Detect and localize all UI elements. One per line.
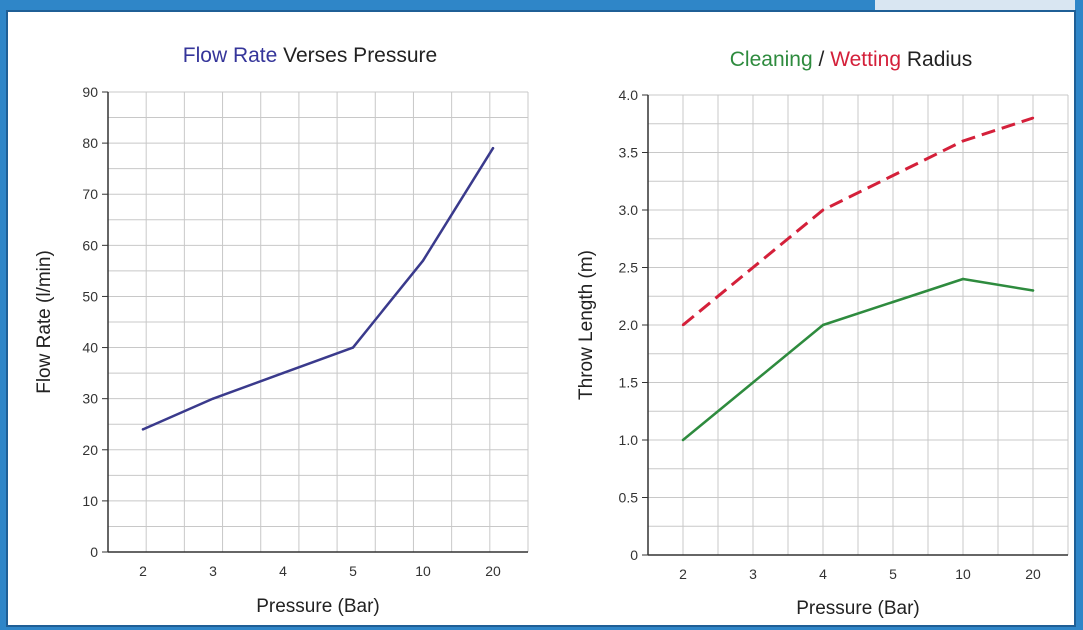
chart-title-part: / [813,48,831,71]
x-tick-label: 3 [749,566,757,582]
x-tick-label: 2 [139,563,147,579]
data-point [961,277,965,281]
y-tick-label: 0 [90,544,98,560]
data-point [351,346,355,349]
data-point [1031,116,1035,120]
y-tick-label: 10 [82,493,98,509]
data-point [491,147,495,150]
x-axis-title: Pressure (Bar) [256,596,380,617]
corner-tab [875,0,1075,10]
data-point [891,300,895,304]
x-tick-label: 4 [819,566,827,582]
y-tick-label: 0.5 [619,490,639,506]
x-tick-label: 3 [209,563,217,579]
x-tick-label: 5 [889,566,897,582]
y-tick-label: 30 [82,391,98,407]
data-point [681,323,685,327]
series-line-wetting [682,116,1034,327]
data-point [141,428,145,431]
y-tick-label: 60 [82,237,98,253]
y-tick-label: 20 [82,442,98,458]
y-tick-label: 50 [82,288,98,304]
y-tick-label: 70 [82,186,98,202]
x-tick-label: 20 [485,563,501,579]
data-point [821,323,825,327]
chart-title-part: Verses Pressure [277,44,437,67]
y-tick-label: 1.5 [619,375,639,391]
data-point [821,208,825,212]
x-tick-label: 2 [679,566,687,582]
chart-0: 0 10 20 30 40 50 60 70 80 90 2 3 4 5 10 20 Pressure (Bar… [34,44,529,617]
y-tick-label: 0 [630,547,638,563]
y-tick-label: 3.5 [619,145,639,161]
data-point [681,438,685,442]
data-point [961,139,965,143]
chart-title-part: Flow Rate [183,44,278,67]
data-point [281,371,285,375]
data-point [211,397,215,400]
x-tick-label: 10 [415,563,431,579]
y-tick-label: 4.0 [619,87,639,103]
chart-title-part: Cleaning [730,48,813,71]
x-tick-label: 4 [279,563,287,579]
data-point [421,259,425,262]
y-tick-label: 2.5 [619,260,639,276]
y-tick-label: 2.0 [619,317,639,333]
y-axis-title: Flow Rate (l/min) [34,250,55,394]
x-tick-label: 20 [1025,566,1041,582]
y-tick-label: 1.0 [619,432,639,448]
chart-title: Flow Rate Verses Pressure [183,44,437,67]
data-point [751,381,755,384]
data-point [891,174,895,177]
y-axis-title: Throw Length (m) [576,250,597,400]
series-line-cleaning [681,277,1035,442]
data-point [751,266,755,269]
y-tick-label: 40 [82,340,98,356]
x-tick-label: 5 [349,563,357,579]
chart-title-part: Wetting [830,48,901,71]
y-tick-label: 80 [82,135,98,151]
chart-1: 0 0.5 1.0 1.5 2.0 2.5 3.0 3.5 4.0 2 3 4 5 10 20 Pressur… [576,48,1069,619]
x-tick-label: 10 [955,566,971,582]
y-tick-label: 3.0 [619,202,639,218]
data-point [1031,289,1035,292]
chart-title-part: Radius [901,48,972,71]
chart-title: Cleaning / Wetting Radius [730,48,972,71]
y-tick-label: 90 [82,84,98,100]
x-axis-title: Pressure (Bar) [796,598,920,619]
series-line-flow-rate [141,146,495,431]
